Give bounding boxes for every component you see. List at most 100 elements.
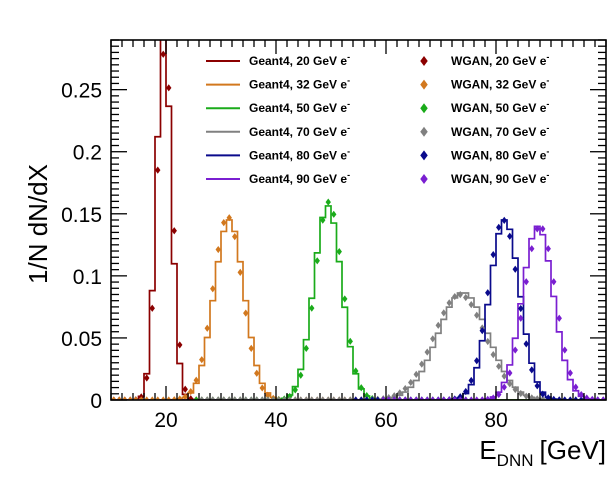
marker-wgan-70-gev-e (221, 396, 227, 400)
legend-superscript: - (347, 170, 350, 180)
marker-wgan-90-gev-e (578, 390, 584, 399)
legend-marker (420, 56, 428, 66)
legend-superscript: - (546, 123, 549, 133)
marker-wgan-70-gev-e (331, 396, 337, 400)
marker-wgan-80-gev-e (518, 304, 524, 313)
y-tick-label: 0.2 (73, 142, 102, 165)
marker-wgan-20-gev-e (149, 304, 155, 312)
marker-wgan-70-gev-e (457, 291, 463, 299)
marker-wgan-70-gev-e (215, 396, 221, 400)
marker-wgan-90-gev-e (435, 396, 441, 400)
marker-wgan-32-gev-e (188, 387, 194, 396)
marker-wgan-70-gev-e (237, 396, 243, 400)
marker-wgan-70-gev-e (287, 396, 293, 400)
marker-wgan-32-gev-e (193, 376, 199, 384)
marker-wgan-80-gev-e (573, 396, 579, 400)
marker-wgan-70-gev-e (523, 392, 529, 400)
marker-wgan-32-gev-e (133, 396, 139, 400)
marker-wgan-70-gev-e (518, 389, 524, 398)
legend-superscript: - (347, 146, 350, 156)
legend-label: WGAN, 32 GeV e- (451, 76, 549, 92)
hist-geant4-90-gev-e (111, 225, 606, 400)
marker-wgan-70-gev-e (303, 396, 309, 400)
marker-wgan-90-gev-e (551, 278, 557, 286)
x-tick-label: 20 (154, 409, 177, 432)
marker-wgan-80-gev-e (369, 396, 375, 400)
plot-frame (110, 39, 607, 401)
marker-wgan-80-gev-e (545, 394, 551, 400)
marker-wgan-90-gev-e (446, 396, 452, 400)
marker-wgan-90-gev-e (496, 390, 502, 399)
marker-wgan-50-gev-e (353, 367, 359, 375)
marker-wgan-32-gev-e (122, 396, 128, 400)
marker-wgan-70-gev-e (452, 292, 458, 301)
marker-wgan-70-gev-e (292, 396, 298, 400)
marker-wgan-50-gev-e (320, 216, 326, 224)
marker-wgan-90-gev-e (479, 396, 485, 400)
marker-wgan-70-gev-e (512, 385, 518, 394)
marker-wgan-90-gev-e (380, 396, 386, 400)
x-axis-title-main: E (479, 435, 496, 465)
marker-wgan-80-gev-e (540, 390, 546, 398)
marker-wgan-90-gev-e (457, 396, 463, 400)
marker-wgan-80-gev-e (562, 396, 568, 400)
marker-wgan-90-gev-e (567, 369, 573, 377)
marker-wgan-32-gev-e (254, 369, 260, 377)
legend-label: Geant4, 32 GeV e- (249, 76, 350, 92)
legend: Geant4, 20 GeV e- Geant4, 32 GeV e- Geant4… (206, 52, 549, 186)
marker-wgan-50-gev-e (364, 392, 370, 400)
x-tick-label: 80 (484, 409, 507, 432)
marker-wgan-70-gev-e (408, 378, 414, 387)
marker-wgan-90-gev-e (501, 383, 507, 391)
marker-wgan-50-gev-e (298, 371, 304, 379)
marker-wgan-90-gev-e (490, 394, 496, 400)
marker-wgan-50-gev-e (309, 304, 315, 312)
marker-wgan-90-gev-e (391, 396, 397, 400)
marker-wgan-70-gev-e (248, 396, 254, 400)
marker-wgan-70-gev-e (309, 396, 315, 400)
marker-wgan-90-gev-e (419, 396, 425, 400)
x-axis-title-sub: DNN (497, 451, 534, 470)
marker-wgan-90-gev-e (562, 346, 568, 354)
marker-wgan-32-gev-e (177, 395, 183, 400)
marker-wgan-90-gev-e (545, 245, 551, 253)
marker-wgan-70-gev-e (501, 372, 507, 380)
marker-wgan-70-gev-e (468, 301, 474, 309)
marker-wgan-32-gev-e (199, 356, 205, 364)
marker-wgan-32-gev-e (215, 245, 221, 254)
marker-wgan-80-gev-e (551, 395, 557, 400)
legend-marker (420, 126, 428, 137)
marker-wgan-32-gev-e (166, 396, 172, 400)
marker-wgan-50-gev-e (358, 384, 364, 392)
marker-wgan-90-gev-e (430, 396, 436, 400)
marker-wgan-32-gev-e (149, 396, 155, 400)
marker-wgan-90-gev-e (397, 396, 403, 400)
marker-wgan-80-gev-e (485, 289, 491, 297)
marker-wgan-70-gev-e (259, 396, 265, 400)
marker-wgan-32-gev-e (171, 396, 177, 400)
legend-marker (420, 174, 428, 184)
marker-wgan-80-gev-e (490, 251, 496, 259)
marker-wgan-90-gev-e (452, 396, 458, 400)
marker-wgan-32-gev-e (259, 384, 265, 392)
marker-wgan-80-gev-e (474, 357, 480, 365)
marker-wgan-90-gev-e (573, 383, 579, 391)
marker-wgan-90-gev-e (474, 396, 480, 400)
legend-marker (420, 79, 428, 90)
marker-wgan-70-gev-e (529, 394, 535, 400)
ticks-layer: 20 40 60 80 0 0.05 0.1 0.15 0.2 0.25 (61, 39, 607, 432)
legend-superscript: - (546, 99, 549, 109)
y-tick-label: 0.05 (61, 328, 102, 351)
marker-wgan-90-gev-e (518, 314, 524, 322)
marker-wgan-90-gev-e (529, 245, 535, 253)
legend-superscript: - (546, 146, 549, 156)
marker-wgan-90-gev-e (534, 225, 540, 233)
x-axis-title-unit: [GeV] (540, 435, 606, 465)
marker-wgan-32-gev-e (138, 396, 144, 400)
marker-wgan-90-gev-e (402, 396, 408, 400)
marker-wgan-32-gev-e (248, 344, 254, 352)
marker-wgan-80-gev-e (468, 376, 474, 385)
marker-wgan-90-gev-e (468, 396, 474, 400)
marker-wgan-80-gev-e (507, 232, 513, 240)
